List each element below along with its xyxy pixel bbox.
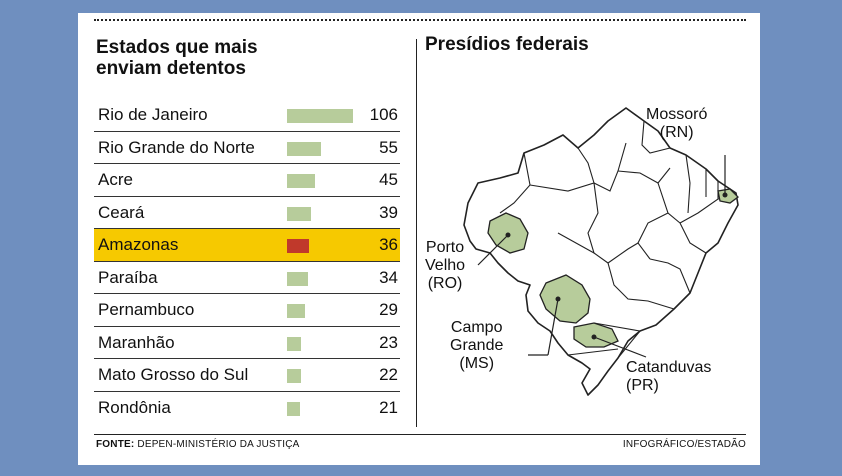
bar-row: Ceará 39 bbox=[94, 197, 400, 229]
value-label: 22 bbox=[379, 365, 398, 384]
category-label: Rio Grande do Norte bbox=[98, 137, 255, 157]
bar-row: Maranhão 23 bbox=[94, 327, 400, 359]
bar bbox=[287, 336, 302, 351]
state-border bbox=[685, 154, 691, 214]
bar-row: Paraíba 34 bbox=[94, 262, 400, 294]
bar bbox=[287, 401, 301, 416]
bar bbox=[287, 174, 316, 188]
infographic-card: Estados que mais enviam detentos Rio de … bbox=[78, 13, 760, 465]
credit-note: INFOGRÁFICO/ESTADÃO bbox=[622, 439, 746, 450]
category-label: Rio de Janeiro bbox=[98, 105, 208, 124]
state-border bbox=[637, 212, 669, 260]
state-border bbox=[593, 322, 641, 332]
bar-row: Rondônia 21 bbox=[94, 392, 400, 425]
region-rio-grande-do-norte bbox=[717, 188, 739, 204]
category-label: Amazonas bbox=[98, 235, 179, 254]
category-label: Ceará bbox=[98, 202, 145, 222]
value-label: 39 bbox=[379, 202, 398, 222]
category-label: Paraíba bbox=[98, 267, 158, 287]
chart-title: Estados que mais enviam detentos bbox=[96, 37, 258, 79]
state-border bbox=[641, 120, 671, 154]
marker-catanduvas bbox=[591, 334, 597, 340]
bar-row: Acre 45 bbox=[94, 164, 400, 197]
category-label: Rondônia bbox=[98, 397, 171, 417]
state-border bbox=[577, 147, 595, 184]
value-label: 36 bbox=[379, 235, 398, 254]
bottom-rule bbox=[94, 434, 746, 435]
category-label: Pernambuco bbox=[98, 300, 195, 319]
value-label: 21 bbox=[379, 397, 398, 417]
state-border bbox=[557, 232, 595, 254]
leader-porto-velho bbox=[477, 234, 509, 266]
brazil-map bbox=[463, 107, 739, 396]
source-note: FONTE: DEPEN-MINISTÉRIO DA JUSTIÇA bbox=[96, 439, 300, 450]
bar-row: Mato Grosso do Sul 22 bbox=[94, 359, 400, 392]
bar bbox=[287, 109, 353, 123]
top-dotted-rule bbox=[94, 19, 746, 21]
category-label: Maranhão bbox=[98, 332, 175, 352]
marker-mossoro bbox=[722, 192, 728, 198]
bar-chart-rows: Rio de Janeiro 106 Rio Grande do Norte 55 Ac… bbox=[94, 99, 400, 424]
bar bbox=[287, 239, 310, 253]
leader-campo-grande bbox=[547, 298, 559, 356]
bar-row: Pernambuco 29 bbox=[94, 294, 400, 327]
bar bbox=[287, 141, 322, 156]
value-label: 106 bbox=[369, 105, 398, 124]
column-divider bbox=[416, 39, 417, 427]
label-campo-grande: Campo Grande (MS) bbox=[450, 319, 504, 372]
state-border bbox=[567, 348, 619, 356]
bar bbox=[287, 369, 301, 383]
bar bbox=[287, 206, 312, 221]
brazil-outline bbox=[463, 107, 739, 396]
state-border bbox=[607, 242, 639, 264]
state-border bbox=[679, 222, 707, 254]
state-border bbox=[499, 152, 531, 214]
bar bbox=[287, 271, 309, 286]
leader-catanduvas bbox=[593, 336, 647, 358]
map-title: Presídios federais bbox=[425, 34, 589, 55]
state-border bbox=[529, 142, 627, 192]
category-label: Mato Grosso do Sul bbox=[98, 365, 249, 384]
state-border bbox=[587, 182, 609, 264]
marker-campo-grande bbox=[555, 296, 561, 302]
value-label: 34 bbox=[379, 267, 398, 287]
label-catanduvas: Catanduvas (PR) bbox=[626, 359, 712, 394]
value-label: 29 bbox=[379, 300, 398, 319]
state-border bbox=[617, 167, 671, 184]
state-border bbox=[607, 262, 675, 310]
bar-row: Rio Grande do Norte 55 bbox=[94, 132, 400, 164]
bar-row: Rio de Janeiro 106 bbox=[94, 99, 400, 132]
category-label: Acre bbox=[98, 170, 133, 189]
bar bbox=[287, 304, 306, 318]
bar-row: Amazonas 36 bbox=[94, 229, 400, 262]
state-border bbox=[617, 330, 641, 359]
value-label: 55 bbox=[379, 137, 398, 157]
label-mossoro: Mossoró (RN) bbox=[646, 106, 708, 141]
region-mato-grosso-do-sul bbox=[539, 274, 591, 324]
value-label: 45 bbox=[379, 170, 398, 189]
marker-porto-velho bbox=[505, 232, 511, 238]
label-porto-velho: Porto Velho (RO) bbox=[425, 239, 466, 292]
state-border bbox=[649, 258, 691, 294]
value-label: 23 bbox=[379, 332, 398, 352]
